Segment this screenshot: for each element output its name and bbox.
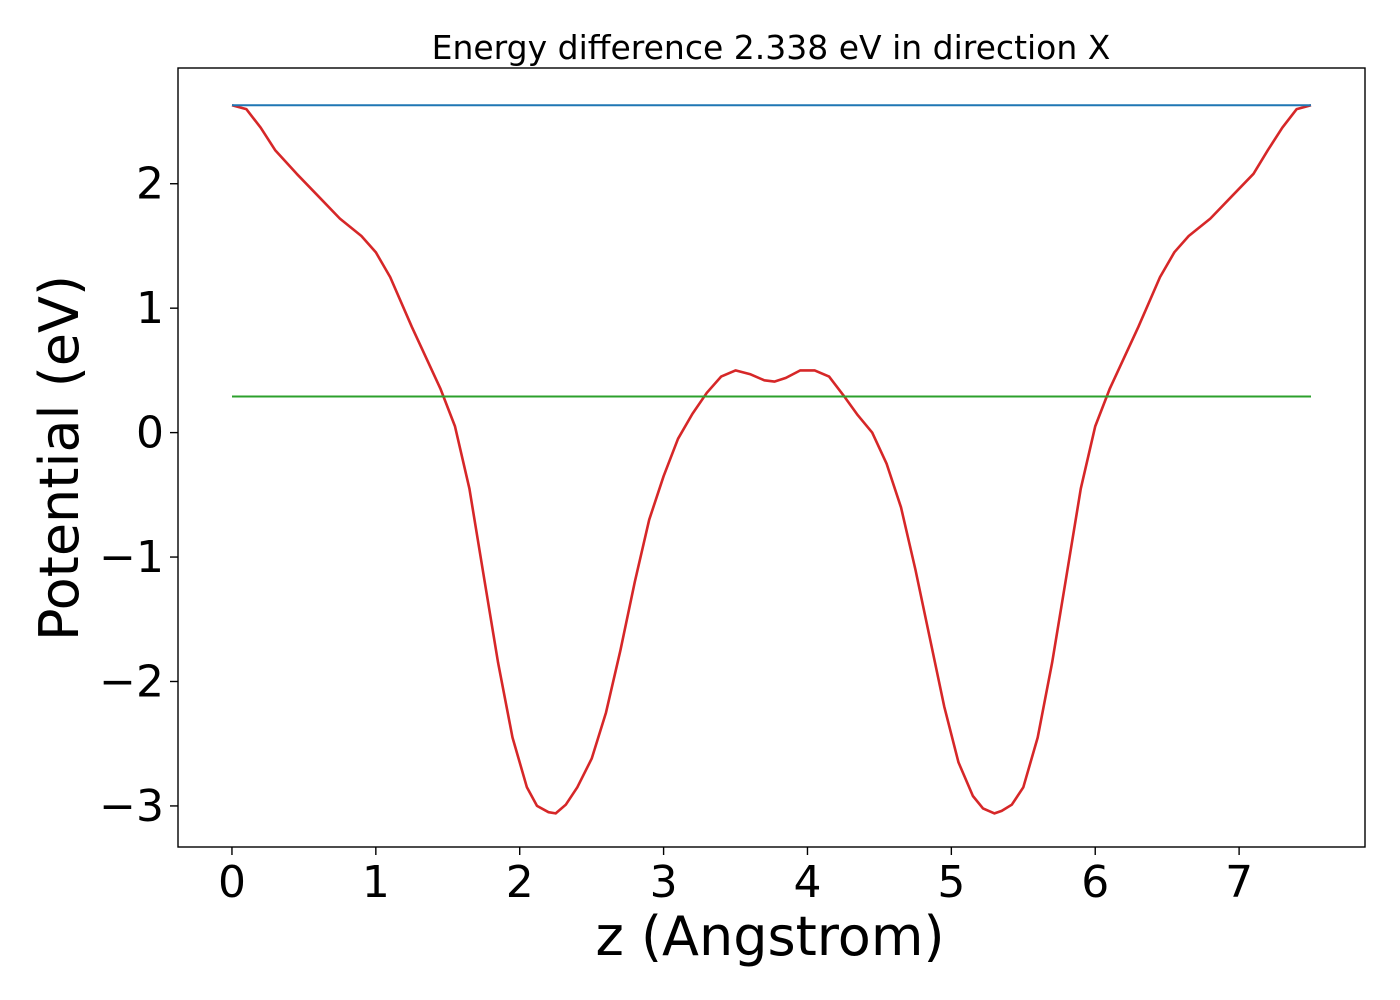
x-axis: 0 1 2 3 4 5 6 7 <box>218 847 1253 908</box>
x-tick-label: 0 <box>218 857 246 908</box>
x-tick-label: 6 <box>1081 857 1109 908</box>
y-tick-label: −3 <box>99 781 164 832</box>
y-tick-label: 2 <box>136 159 164 210</box>
series-line-0 <box>231 104 1312 815</box>
chart-title: Energy difference 2.338 eV in direction … <box>432 28 1111 67</box>
y-tick-label: 0 <box>136 408 164 459</box>
x-tick-label: 3 <box>650 857 678 908</box>
x-tick-label: 5 <box>937 857 965 908</box>
y-axis-label: Potential (eV) <box>28 275 91 641</box>
plot-frame <box>177 67 1366 848</box>
y-tick-label: 1 <box>136 283 164 334</box>
x-axis-label: z (Angstrom) <box>595 905 944 968</box>
x-tick-label: 2 <box>506 857 534 908</box>
y-tick-label: −1 <box>99 532 164 583</box>
x-tick-label: 4 <box>793 857 821 908</box>
y-tick-label: −2 <box>99 656 164 707</box>
series-layer <box>231 104 1312 815</box>
x-tick-label: 1 <box>362 857 390 908</box>
y-axis: −3 −2 −1 0 1 2 <box>99 159 178 832</box>
x-tick-label: 7 <box>1225 857 1253 908</box>
